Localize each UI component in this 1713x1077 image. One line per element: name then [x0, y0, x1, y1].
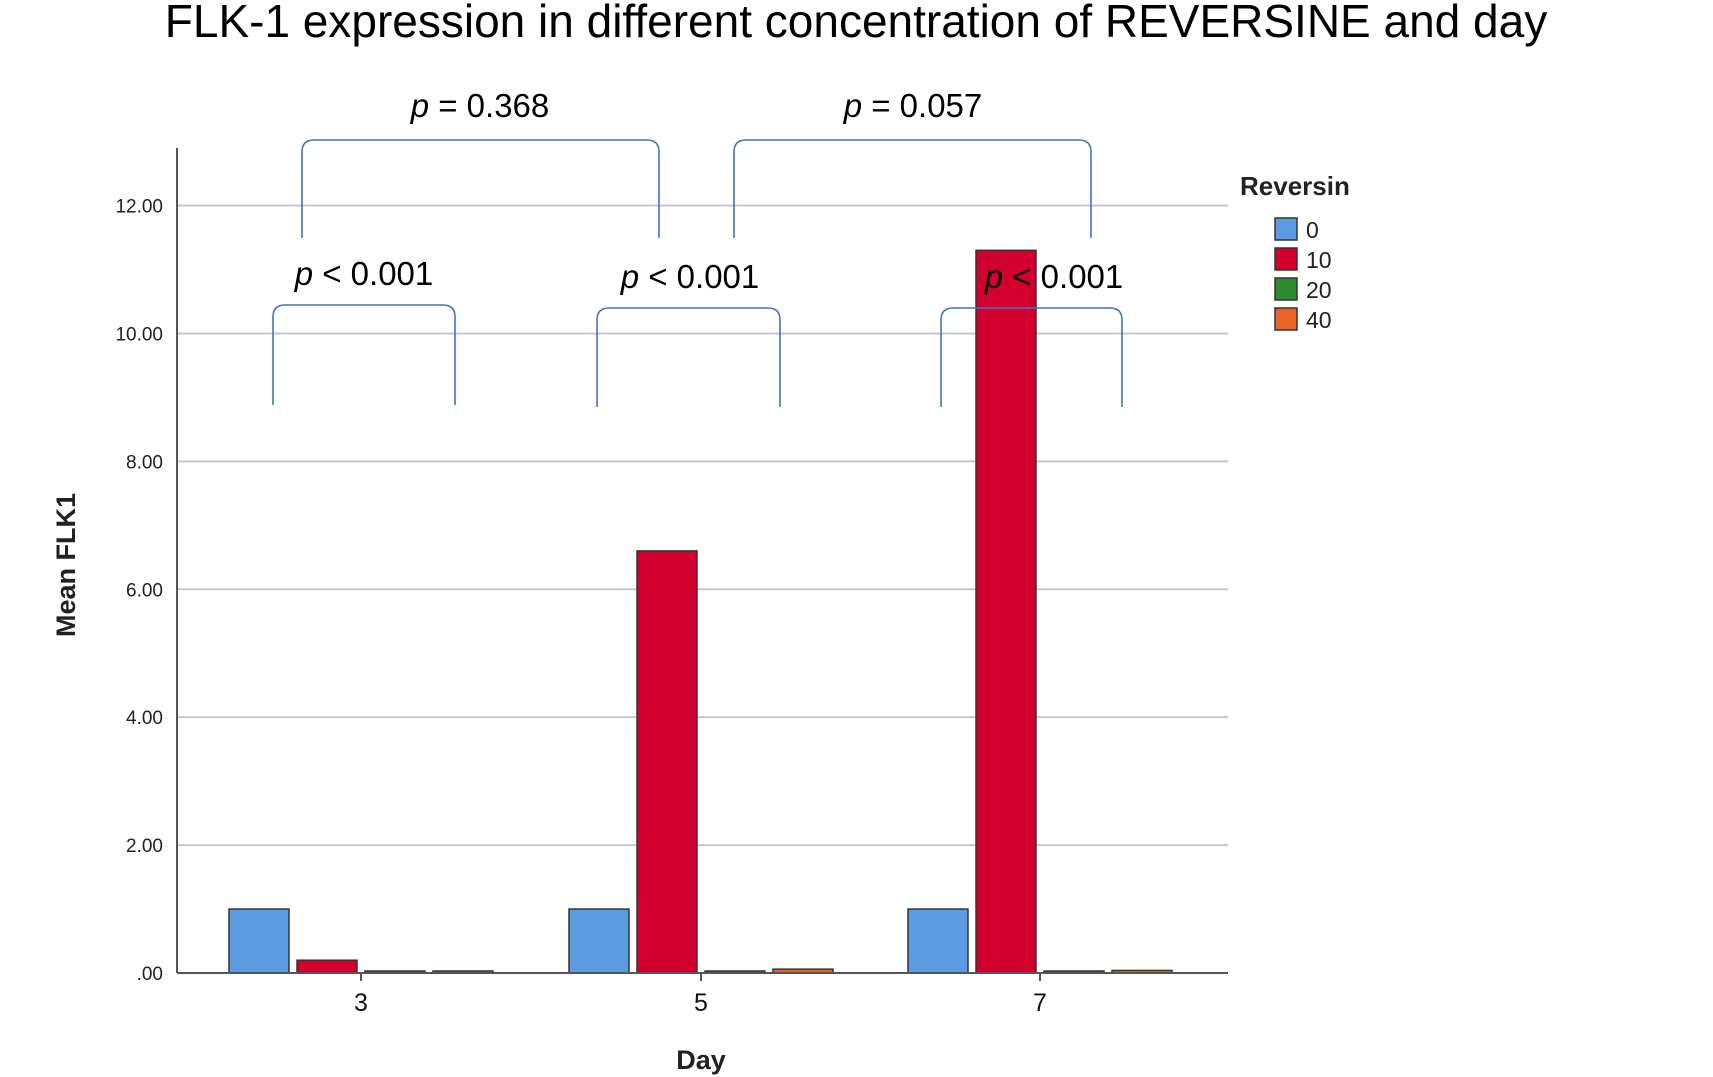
legend-label-40: 40 [1306, 307, 1332, 333]
legend-label-10: 10 [1306, 247, 1332, 273]
p-value-within-day-3: p < 0.001 [294, 255, 434, 292]
p-value-day-3-vs-5: p = 0.368 [410, 87, 550, 124]
p-value-within-day-7-value: < 0.001 [1003, 258, 1123, 295]
y-tick-label: 10.00 [115, 324, 163, 345]
bracket-within-day-7 [940, 307, 1123, 407]
bar-series-10-day-7 [975, 249, 1037, 974]
y-tick-label: 6.00 [126, 580, 163, 601]
y-tick-label: 4.00 [126, 708, 163, 729]
bar-series-0-day-7 [907, 908, 969, 974]
y-tick-label: 2.00 [126, 836, 163, 857]
legend-label-0: 0 [1306, 217, 1319, 243]
bar-series-10-day-3 [296, 959, 358, 974]
y-tick-label: 8.00 [126, 452, 163, 473]
bracket-within-day-5 [596, 307, 781, 407]
bracket-day-5-vs-7 [733, 139, 1092, 238]
bar-series-0-day-3 [228, 908, 290, 974]
p-value-within-day-5: p < 0.001 [620, 258, 760, 295]
legend-swatch-0 [1274, 217, 1298, 241]
p-value-day-5-vs-7: p = 0.057 [843, 87, 983, 124]
p-value-within-day-3-value: < 0.001 [313, 255, 433, 292]
y-tick-label: 12.00 [115, 197, 163, 218]
chart-title: FLK-1 expression in different concentrat… [165, 0, 1547, 47]
x-tick-label: 7 [1033, 989, 1047, 1017]
bracket-day-3-vs-5 [301, 139, 660, 238]
x-axis-title: Day [676, 1045, 726, 1075]
p-value-day-3-vs-5-value: = 0.368 [429, 87, 549, 124]
bar-series-0-day-5 [568, 908, 630, 974]
x-tick-label: 3 [354, 989, 368, 1017]
bar-series-10-day-5 [636, 550, 698, 974]
legend-swatch-20 [1274, 277, 1298, 301]
legend-swatch-10 [1274, 247, 1298, 271]
y-tick-label: .00 [137, 964, 163, 985]
p-value-within-day-3-p: p [294, 255, 313, 292]
x-tick-label: 5 [694, 989, 708, 1017]
p-value-day-5-vs-7-value: = 0.057 [862, 87, 982, 124]
p-value-day-5-vs-7-p: p [843, 87, 862, 124]
p-value-within-day-7-p: p [984, 258, 1003, 295]
legend-swatch-40 [1274, 307, 1298, 331]
p-value-within-day-7: p < 0.001 [984, 258, 1124, 295]
legend-label-20: 20 [1306, 277, 1332, 303]
y-axis-title: Mean FLK1 [51, 493, 81, 637]
p-value-within-day-5-value: < 0.001 [639, 258, 759, 295]
p-value-within-day-5-p: p [620, 258, 639, 295]
legend-title: Reversin [1240, 171, 1350, 201]
bracket-within-day-3 [272, 304, 456, 405]
p-value-day-3-vs-5-p: p [410, 87, 429, 124]
